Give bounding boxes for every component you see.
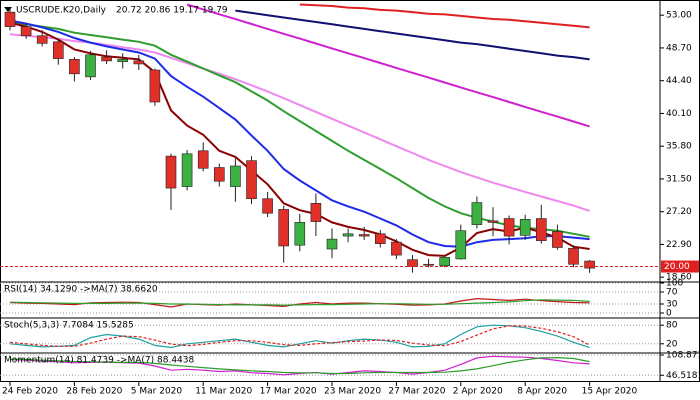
x-tick-label: 8 Apr 2020	[517, 387, 567, 397]
candle-body	[52, 41, 64, 59]
candle-body	[262, 198, 273, 214]
candle-body	[584, 260, 595, 269]
x-tick-label: 27 Mar 2020	[388, 387, 445, 397]
x-tick-label: 5 Mar 2020	[131, 387, 183, 397]
y-tick-label: 53.00	[666, 11, 692, 21]
y-tick-label: 44.40	[666, 76, 692, 86]
candle-body	[214, 167, 225, 182]
candle-body	[165, 155, 177, 189]
candle-body	[230, 165, 241, 187]
candle-body	[69, 59, 80, 75]
x-tick-label: 24 Feb 2020	[2, 387, 58, 397]
candle-body	[85, 54, 96, 78]
candle-body	[535, 218, 547, 241]
candle-body	[487, 220, 499, 223]
candle-body	[294, 222, 306, 246]
candle-body	[326, 238, 338, 250]
candle-body	[407, 259, 418, 267]
y-tick-label: 70	[666, 288, 678, 298]
ohlc-label: 20.72 20.86 19.17 19.79	[116, 6, 228, 16]
y-tick-label: 27.20	[666, 207, 692, 217]
x-tick-label: 23 Mar 2020	[324, 387, 381, 397]
x-tick-label: 15 Apr 2020	[582, 387, 638, 397]
candle-body	[568, 247, 579, 265]
indicator-line	[9, 356, 590, 375]
y-tick-label: 31.50	[666, 174, 692, 184]
y-tick-label: 80	[666, 321, 678, 331]
panel-title: Momentum(14) 81.4739 ->MA(7) 88.4438	[4, 356, 195, 366]
y-tick-label: 22.90	[666, 240, 692, 250]
y-tick-label: 100	[666, 279, 683, 289]
candle-body	[471, 202, 483, 225]
candle-body	[20, 26, 32, 37]
candle-body	[519, 219, 531, 236]
indicator-line	[9, 325, 590, 347]
panel-title: Stoch(5,3,3) 7.7084 15.5285	[4, 321, 134, 331]
indicator-line	[9, 297, 590, 308]
indicator-line	[9, 324, 590, 349]
x-tick-label: 17 Mar 2020	[260, 387, 317, 397]
candle-body	[149, 69, 161, 103]
y-tick-label: 30	[666, 300, 678, 310]
candle-body	[552, 231, 563, 248]
candle-body	[503, 218, 515, 237]
x-tick-label: 11 Mar 2020	[195, 387, 252, 397]
candle-body	[246, 160, 257, 200]
y-tick-label: 18.60	[666, 273, 692, 283]
indicator-line	[9, 299, 590, 306]
candle-body	[101, 56, 112, 62]
candle-body	[439, 257, 451, 267]
candle-body	[117, 59, 128, 62]
candle-body	[342, 233, 354, 237]
candle-body	[181, 153, 193, 187]
title-arrow	[4, 7, 12, 12]
y-tick-label: 35.80	[666, 142, 692, 152]
candle-body	[197, 150, 209, 169]
price-label: 20.00	[664, 262, 690, 272]
panel-title: RSI(14) 34.1290 ->MA(7) 38.6620	[4, 285, 158, 295]
candle-body	[455, 230, 467, 260]
y-tick-label: 108.871	[666, 351, 700, 361]
candle-body	[133, 60, 145, 65]
candle-body	[374, 233, 386, 244]
x-tick-label: 2 Apr 2020	[453, 387, 503, 397]
candle-body	[4, 11, 16, 27]
candle-body	[423, 263, 434, 266]
candle-body	[36, 35, 48, 44]
y-tick-label: 0	[666, 309, 672, 319]
indicator-line	[235, 9, 590, 61]
candle-body	[391, 241, 402, 256]
y-tick-label: 48.70	[666, 43, 692, 53]
y-tick-label: 20	[666, 339, 678, 349]
indicator-line	[299, 3, 590, 29]
candle-body	[358, 234, 370, 237]
indicator-line	[9, 33, 590, 212]
indicator-line	[9, 19, 590, 248]
indicator-line	[186, 3, 590, 128]
chart-title: USCRUDE.K20,Daily	[16, 6, 107, 16]
y-tick-label: 40.10	[666, 109, 692, 119]
x-tick-label: 28 Feb 2020	[66, 387, 122, 397]
y-tick-label: 46.5181	[666, 371, 700, 381]
candle-body	[310, 203, 322, 222]
price-label-bg	[661, 260, 699, 273]
candle-body	[278, 209, 290, 247]
